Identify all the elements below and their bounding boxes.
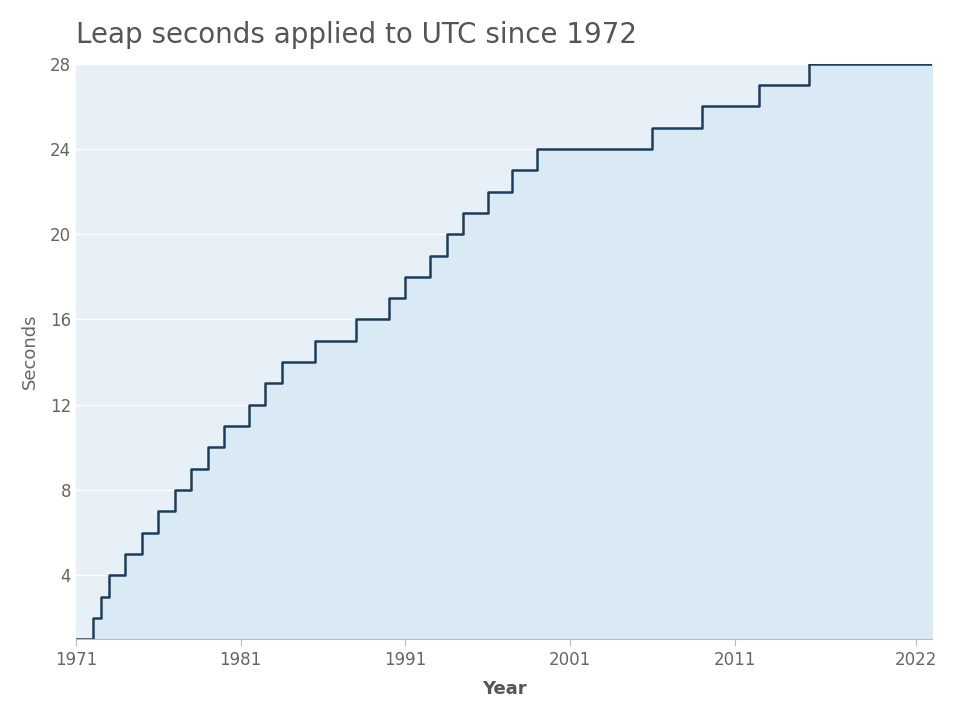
Y-axis label: Seconds: Seconds <box>21 313 38 389</box>
X-axis label: Year: Year <box>482 680 526 698</box>
Text: Leap seconds applied to UTC since 1972: Leap seconds applied to UTC since 1972 <box>76 21 637 49</box>
